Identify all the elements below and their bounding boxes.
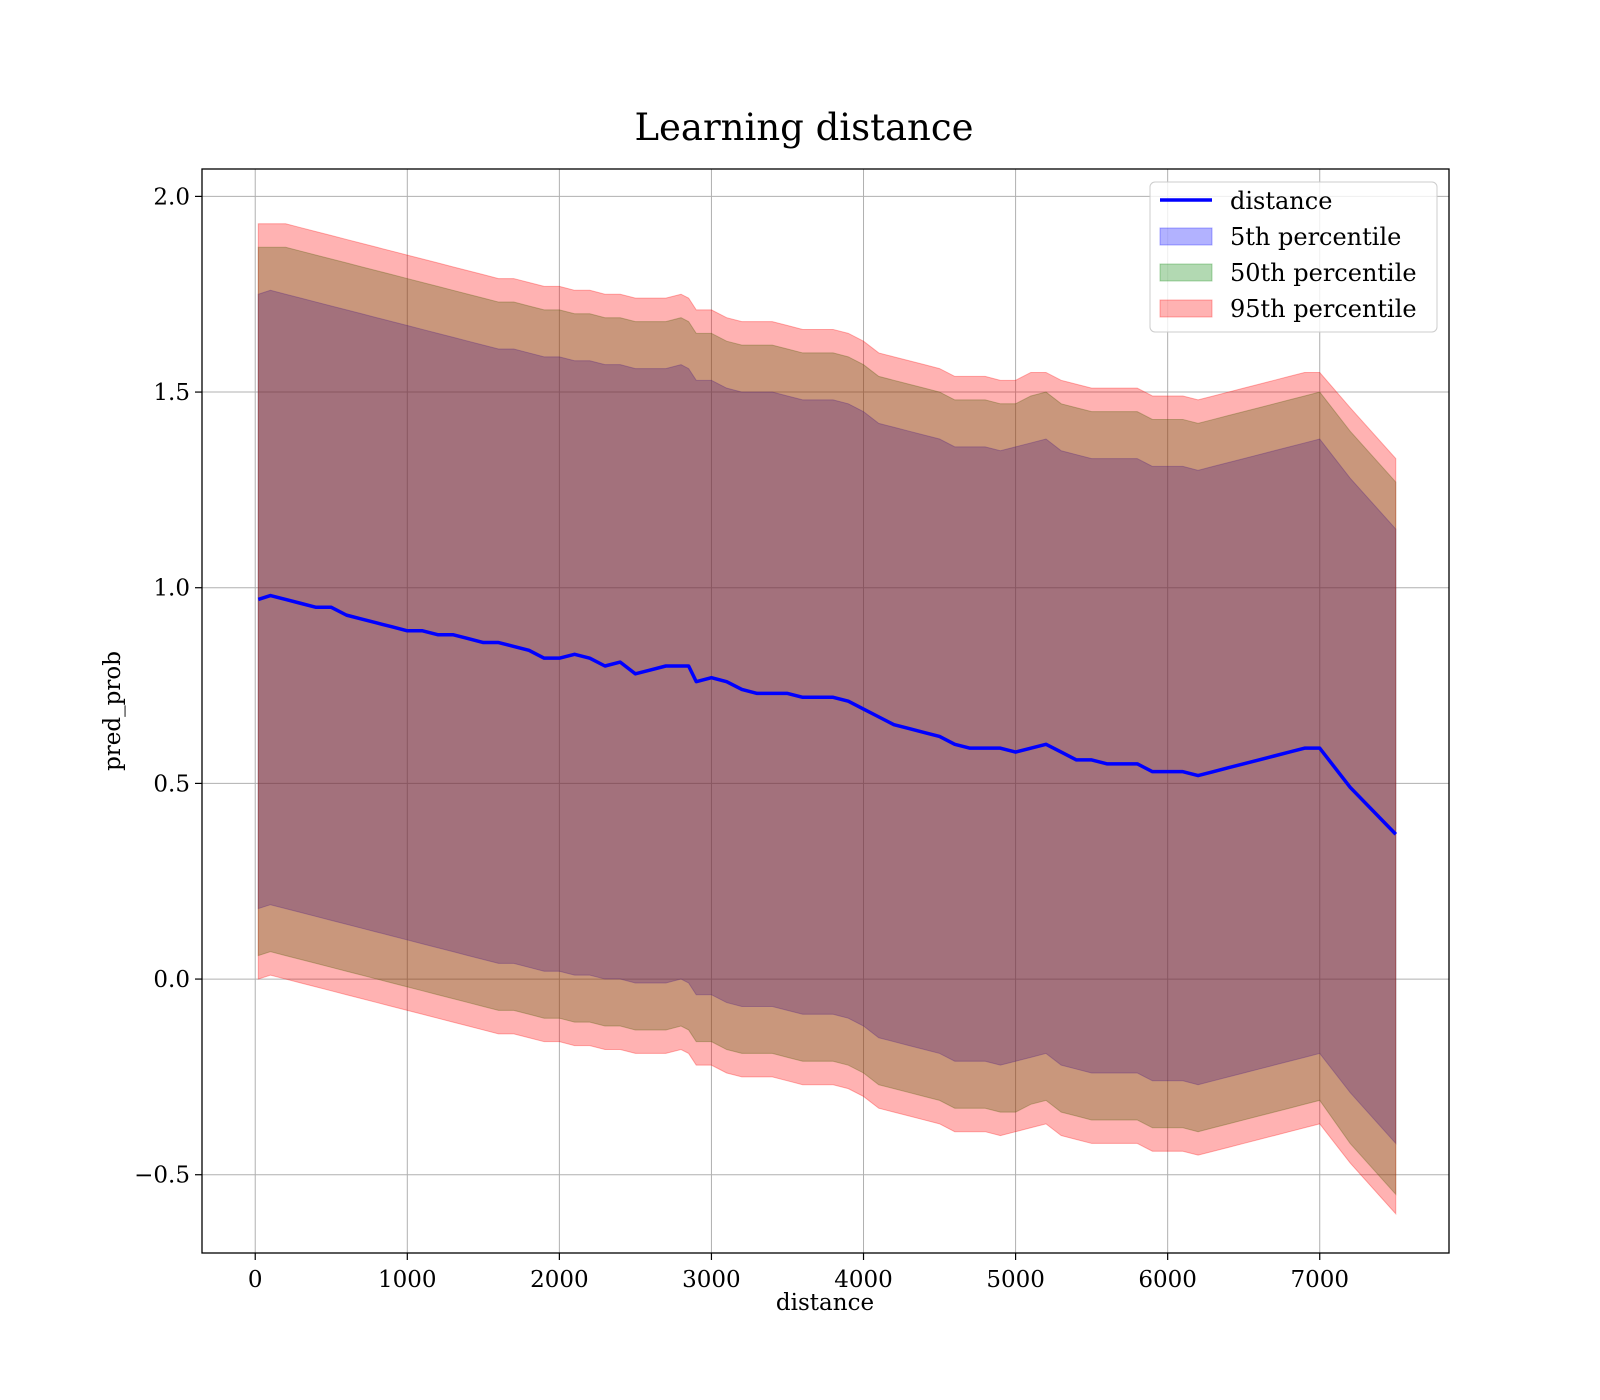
y-tick-label: 0.0 <box>153 967 190 993</box>
line-layer <box>257 593 1398 836</box>
legend: distance 5th percentile 50th percentile … <box>1149 181 1438 333</box>
legend-label-95th-percentile: 95th percentile <box>1230 295 1417 323</box>
x-tick-label: 1000 <box>378 1267 437 1293</box>
y-tick-label: 0.5 <box>153 771 190 797</box>
y-tick-label: 1.0 <box>153 576 190 602</box>
legend-label-50th-percentile: 50th percentile <box>1230 259 1417 287</box>
legend-label-distance: distance <box>1230 187 1332 215</box>
legend-swatch-95th-percentile <box>1159 299 1213 318</box>
y-axis-label: pred_prob <box>100 651 126 771</box>
plot-area-frame <box>201 168 1450 1254</box>
legend-frame <box>1149 181 1438 333</box>
chart-title: Learning distance <box>634 106 973 149</box>
x-tick-label: 0 <box>248 1267 263 1293</box>
series-line-distance <box>257 593 1398 836</box>
legend-swatch-50th-percentile <box>1159 263 1213 282</box>
x-tick-label: 2000 <box>530 1267 589 1293</box>
y-tick-label: 2.0 <box>153 184 190 210</box>
band-layer <box>257 223 1397 1216</box>
x-axis-label: distance <box>776 1290 874 1316</box>
x-tick-label: 4000 <box>834 1267 893 1293</box>
band-5th-percentile <box>257 289 1397 1145</box>
y-tick-label: −0.5 <box>134 1163 190 1189</box>
legend-swatch-5th-percentile <box>1159 227 1213 246</box>
x-tick-label: 3000 <box>682 1267 741 1293</box>
x-tick-label: 7000 <box>1290 1267 1349 1293</box>
legend-label-5th-percentile: 5th percentile <box>1230 223 1401 251</box>
y-tick-label: 1.5 <box>153 380 190 406</box>
x-tick-label: 6000 <box>1138 1267 1197 1293</box>
x-tick-label: 5000 <box>986 1267 1045 1293</box>
tick-layer: 0 1000 2000 3000 4000 5000 6000 7000 −0.5 0.0 0.5 1… <box>134 184 1349 1293</box>
band-95th-percentile <box>257 223 1397 1216</box>
grid-layer <box>202 169 1449 1253</box>
band-50th-percentile <box>257 246 1397 1196</box>
